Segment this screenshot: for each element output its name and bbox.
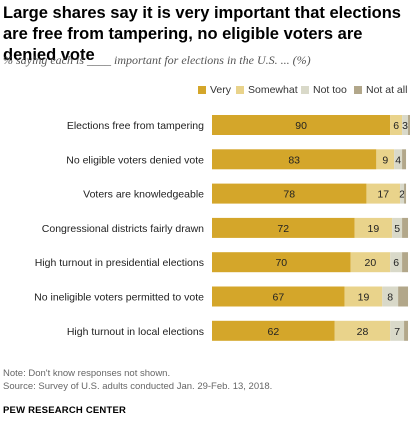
data-label-somewhat: 9 [382, 154, 388, 166]
legend-item-not-too: Not too [301, 84, 347, 96]
bar-not-at-all [402, 217, 409, 238]
data-label-not-too: 7 [394, 326, 400, 338]
bar-not-too [390, 320, 405, 341]
data-label-not-too: 3 [402, 120, 408, 132]
data-label-very: 72 [277, 223, 289, 235]
legend-item-somewhat: Somewhat [236, 84, 298, 96]
chart-source: Source: Survey of U.S. adults conducted … [3, 381, 273, 392]
bar-very [212, 149, 377, 170]
bar-very [212, 217, 355, 238]
chart-subtitle: % saying each is ____ important for elec… [3, 53, 311, 67]
data-label-not-too: 5 [394, 223, 400, 235]
legend-swatch-not-at-all [354, 86, 362, 94]
chart-note: Note: Don't know responses not shown. [3, 368, 171, 379]
data-label-somewhat: 28 [357, 326, 369, 338]
stacked-bar-chart: Elections free from tampering 90 6 3No elig… [34, 115, 410, 341]
bar-very [212, 115, 391, 135]
data-label-somewhat: 19 [358, 292, 370, 304]
bar-not-at-all [402, 252, 409, 273]
bar-very [212, 252, 351, 273]
data-label-very: 83 [288, 154, 300, 166]
bar-not-at-all [398, 286, 409, 307]
bar-not-at-all [402, 149, 407, 170]
legend-label-not-too: Not too [313, 84, 347, 96]
data-label-very: 70 [275, 257, 287, 269]
legend-swatch-somewhat [236, 86, 244, 94]
category-label: Congressional districts fairly drawn [42, 223, 204, 235]
bar-somewhat [390, 115, 403, 135]
data-label-not-too: 2 [399, 189, 405, 201]
bar-somewhat [344, 286, 383, 307]
bar-not-at-all [404, 183, 407, 204]
category-label: Elections free from tampering [67, 120, 204, 132]
bar-somewhat [350, 252, 391, 273]
data-label-not-too: 4 [395, 154, 401, 166]
data-label-somewhat: 17 [377, 189, 389, 201]
legend: Very Somewhat Not too Not at all [0, 84, 420, 100]
legend-label-not-at-all: Not at all [366, 84, 408, 96]
data-label-somewhat: 6 [393, 120, 399, 132]
bar-very [212, 183, 367, 204]
category-label: High turnout in presidential elections [35, 257, 204, 269]
bar-somewhat [354, 217, 393, 238]
legend-label-very: Very [210, 84, 232, 96]
category-label: High turnout in local elections [67, 326, 204, 338]
data-label-very: 62 [268, 326, 280, 338]
bar-not-at-all [408, 115, 410, 135]
bar-not-too [390, 252, 403, 273]
bar-very [212, 286, 345, 307]
data-label-somewhat: 19 [368, 223, 380, 235]
legend-item-very: Very [198, 84, 231, 96]
legend-swatch-not-too [301, 86, 309, 94]
data-label-not-too: 8 [387, 292, 393, 304]
bar-somewhat [334, 320, 391, 341]
data-label-very: 90 [295, 120, 307, 132]
data-label-not-too: 6 [393, 257, 399, 269]
data-label-somewhat: 20 [365, 257, 377, 269]
bar-not-too [394, 149, 403, 170]
chart-title: Large shares say it is very important th… [3, 4, 401, 64]
bar-very [212, 320, 335, 341]
bar-somewhat [376, 149, 395, 170]
bar-not-too [400, 183, 405, 204]
category-label: No eligible voters denied vote [66, 154, 204, 166]
bar-not-at-all [404, 320, 409, 341]
bar-not-too [382, 286, 399, 307]
bar-somewhat [366, 183, 401, 204]
organization-name: PEW RESEARCH CENTER [3, 405, 127, 416]
data-label-very: 78 [283, 189, 295, 201]
legend-item-not-at-all: Not at all [354, 84, 407, 96]
data-label-very: 67 [272, 292, 284, 304]
category-label: Voters are knowledgeable [83, 189, 204, 201]
legend-label-somewhat: Somewhat [248, 84, 298, 96]
category-label: No ineligible voters permitted to vote [34, 292, 204, 304]
legend-swatch-very [198, 86, 206, 94]
bar-not-too [402, 115, 409, 135]
bar-not-too [392, 217, 403, 238]
